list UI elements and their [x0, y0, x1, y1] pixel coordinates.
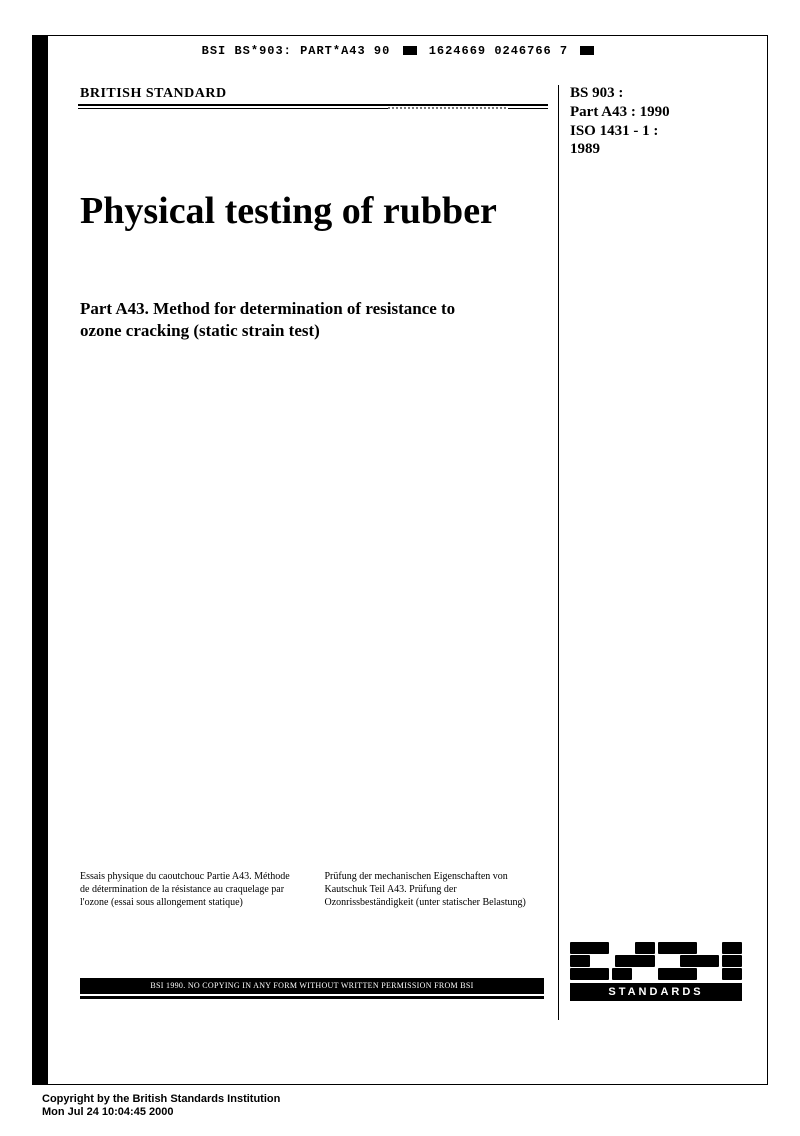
bsi-logo: STANDARDS — [570, 942, 742, 1001]
document-title: Physical testing of rubber — [80, 190, 540, 234]
translation-de: Prüfung der mechanischen Eigenschaften v… — [325, 870, 546, 909]
document-subtitle: Part A43. Method for determination of re… — [80, 298, 500, 342]
vertical-divider — [558, 85, 559, 1020]
id-line: ISO 1431 - 1 : — [570, 122, 730, 141]
binding-spine — [32, 35, 48, 1085]
footer-line: Mon Jul 24 10:04:45 2000 — [42, 1106, 280, 1119]
id-line: Part A43 : 1990 — [570, 103, 730, 122]
copyright-bar: BSI 1990. NO COPYING IN ANY FORM WITHOUT… — [80, 978, 544, 994]
standard-label: BRITISH STANDARD — [80, 86, 227, 102]
block-marker-icon — [403, 46, 417, 55]
bsi-logo-graphic — [570, 942, 742, 980]
scan-footer: Copyright by the British Standards Insti… — [42, 1093, 280, 1119]
footer-line: Copyright by the British Standards Insti… — [42, 1093, 280, 1106]
header-rule — [78, 104, 548, 109]
document-code-header: BSI BS*903: PART*A43 90 1624669 0246766 … — [0, 44, 800, 58]
id-line: BS 903 : — [570, 84, 730, 103]
id-line: 1989 — [570, 140, 730, 159]
block-marker-icon — [580, 46, 594, 55]
code-right: 1624669 0246766 7 — [429, 44, 568, 58]
standard-identifier: BS 903 : Part A43 : 1990 ISO 1431 - 1 : … — [570, 84, 730, 159]
copyright-bar-underline — [80, 996, 544, 999]
translation-fr: Essais physique du caoutchouc Partie A43… — [80, 870, 301, 909]
code-left: BSI BS*903: PART*A43 90 — [202, 44, 391, 58]
standards-label: STANDARDS — [570, 983, 742, 1001]
translations-block: Essais physique du caoutchouc Partie A43… — [80, 870, 545, 909]
